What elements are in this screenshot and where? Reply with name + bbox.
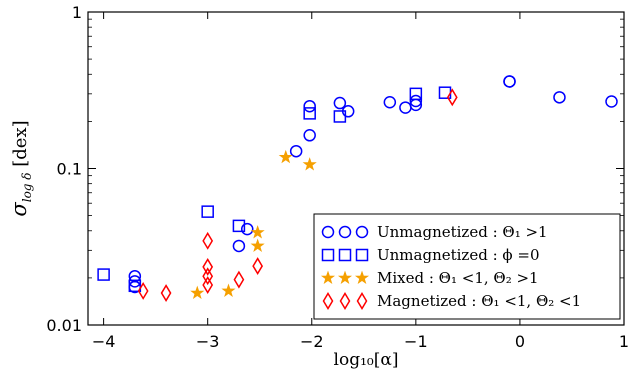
series-diamond: [137, 88, 458, 303]
legend-label: Magnetized : Θ₁ <1, Θ₂ <1: [377, 292, 581, 310]
axis-labels: log₁₀[α] σlog δ [dex]: [7, 120, 398, 370]
data-point-circle: [383, 96, 397, 109]
y-axis-label: σlog δ [dex]: [7, 120, 34, 216]
legend-marker-diamond: [322, 292, 334, 310]
legend-label: Unmagnetized : Θ₁ >1: [377, 223, 548, 241]
data-point-circle: [503, 75, 516, 88]
data-point-square: [303, 107, 316, 120]
data-point-star: [250, 225, 265, 239]
y-tick-label: 1: [72, 3, 82, 22]
data-point-square: [201, 205, 214, 218]
legend-marker-star: [354, 270, 370, 284]
legend-label: Unmagnetized : ϕ =0: [377, 246, 540, 264]
x-tick-label: −3: [196, 332, 220, 351]
legend-marker-square: [338, 248, 352, 262]
data-point-circle: [232, 239, 246, 253]
legend-entry: Mixed : Θ₁ <1, Θ₂ >1: [320, 269, 539, 287]
data-point-circle: [333, 96, 347, 110]
legend-entry: Magnetized : Θ₁ <1, Θ₂ <1: [322, 292, 581, 310]
data-point-star: [221, 283, 236, 297]
legend-marker-square: [321, 248, 335, 262]
legend-marker-diamond: [339, 292, 351, 310]
data-point-star: [278, 149, 293, 164]
data-point-diamond: [137, 282, 149, 300]
legend-marker-circle: [355, 225, 369, 239]
data-point-diamond: [202, 231, 214, 250]
data-point-diamond: [202, 276, 214, 295]
legend-marker-star: [337, 270, 353, 284]
legend-entry: Unmagnetized : ϕ =0: [321, 246, 540, 264]
data-point-diamond: [446, 88, 458, 107]
series-circle: [128, 75, 618, 294]
data-point-circle: [409, 94, 423, 108]
legend-marker-circle: [338, 225, 352, 239]
data-point-star: [190, 285, 205, 300]
data-point-diamond: [252, 257, 264, 276]
data-point-square: [409, 87, 423, 101]
legend-entry: Unmagnetized : Θ₁ >1: [321, 223, 548, 241]
data-point-star: [250, 238, 265, 252]
x-tick-label: −2: [300, 332, 324, 351]
legend-marker-star: [320, 270, 336, 284]
legend-box: [313, 213, 621, 320]
legend-marker-square: [355, 248, 369, 262]
y-tick-label: 0.1: [57, 160, 82, 179]
data-point-circle: [553, 91, 566, 104]
x-axis-label: log₁₀[α]: [334, 350, 399, 370]
axis-ticks: −4 −3 −2 −1 0 1 0.01 0.1 1: [46, 3, 629, 351]
y-axis-label-text: σlog δ [dex]: [7, 120, 34, 216]
x-tick-label: −1: [404, 332, 428, 351]
legend: Unmagnetized : Θ₁ >1 Unmagnetized : ϕ =0 M…: [313, 213, 621, 320]
plot-area: [97, 75, 618, 303]
x-tick-label: 1: [619, 332, 629, 351]
data-point-square: [97, 268, 110, 281]
data-point-diamond: [233, 270, 245, 289]
legend-marker-circle: [321, 225, 335, 239]
data-point-circle: [303, 129, 316, 142]
data-point-diamond: [202, 267, 214, 286]
legend-marker-diamond: [356, 292, 368, 310]
data-point-circle: [303, 99, 316, 113]
data-point-circle: [289, 144, 303, 158]
legend-label: Mixed : Θ₁ <1, Θ₂ >1: [377, 269, 539, 287]
series-star: [190, 149, 317, 300]
data-point-square: [232, 219, 246, 233]
data-point-circle: [240, 222, 254, 236]
data-point-star: [302, 157, 317, 171]
data-point-square: [128, 279, 142, 293]
data-point-square: [333, 110, 347, 123]
series-square: [97, 86, 452, 293]
data-point-diamond: [160, 284, 172, 303]
data-point-circle: [605, 95, 618, 108]
data-point-diamond: [202, 257, 214, 276]
x-tick-label: −4: [92, 332, 116, 351]
x-tick-label: 0: [515, 332, 525, 351]
y-tick-label: 0.01: [46, 316, 82, 335]
data-point-circle: [399, 101, 412, 114]
